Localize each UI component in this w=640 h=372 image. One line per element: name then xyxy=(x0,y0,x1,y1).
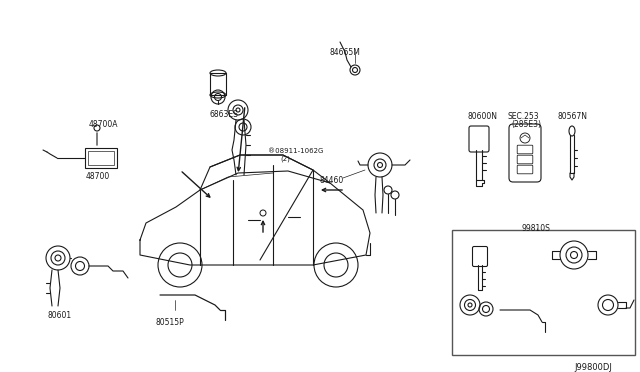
Text: 80515P: 80515P xyxy=(155,318,184,327)
Text: 80601: 80601 xyxy=(48,311,72,320)
Bar xyxy=(85,148,117,168)
Text: 6863ES: 6863ES xyxy=(210,110,239,119)
Text: 80567N: 80567N xyxy=(557,112,587,121)
Text: 84665M: 84665M xyxy=(330,48,361,57)
Text: 48700A: 48700A xyxy=(89,120,118,129)
Text: 99810S: 99810S xyxy=(521,224,550,233)
Text: 48700: 48700 xyxy=(86,172,110,181)
Text: SEC.253: SEC.253 xyxy=(508,112,540,121)
Bar xyxy=(452,230,635,355)
Text: 84460: 84460 xyxy=(320,176,344,185)
Text: 80600N: 80600N xyxy=(467,112,497,121)
Text: J99800DJ: J99800DJ xyxy=(574,363,612,372)
Bar xyxy=(88,151,114,165)
Text: (2): (2) xyxy=(280,156,290,163)
Text: ®08911-1062G: ®08911-1062G xyxy=(268,148,323,154)
Text: (285E3): (285E3) xyxy=(511,120,541,129)
Bar xyxy=(210,73,226,95)
